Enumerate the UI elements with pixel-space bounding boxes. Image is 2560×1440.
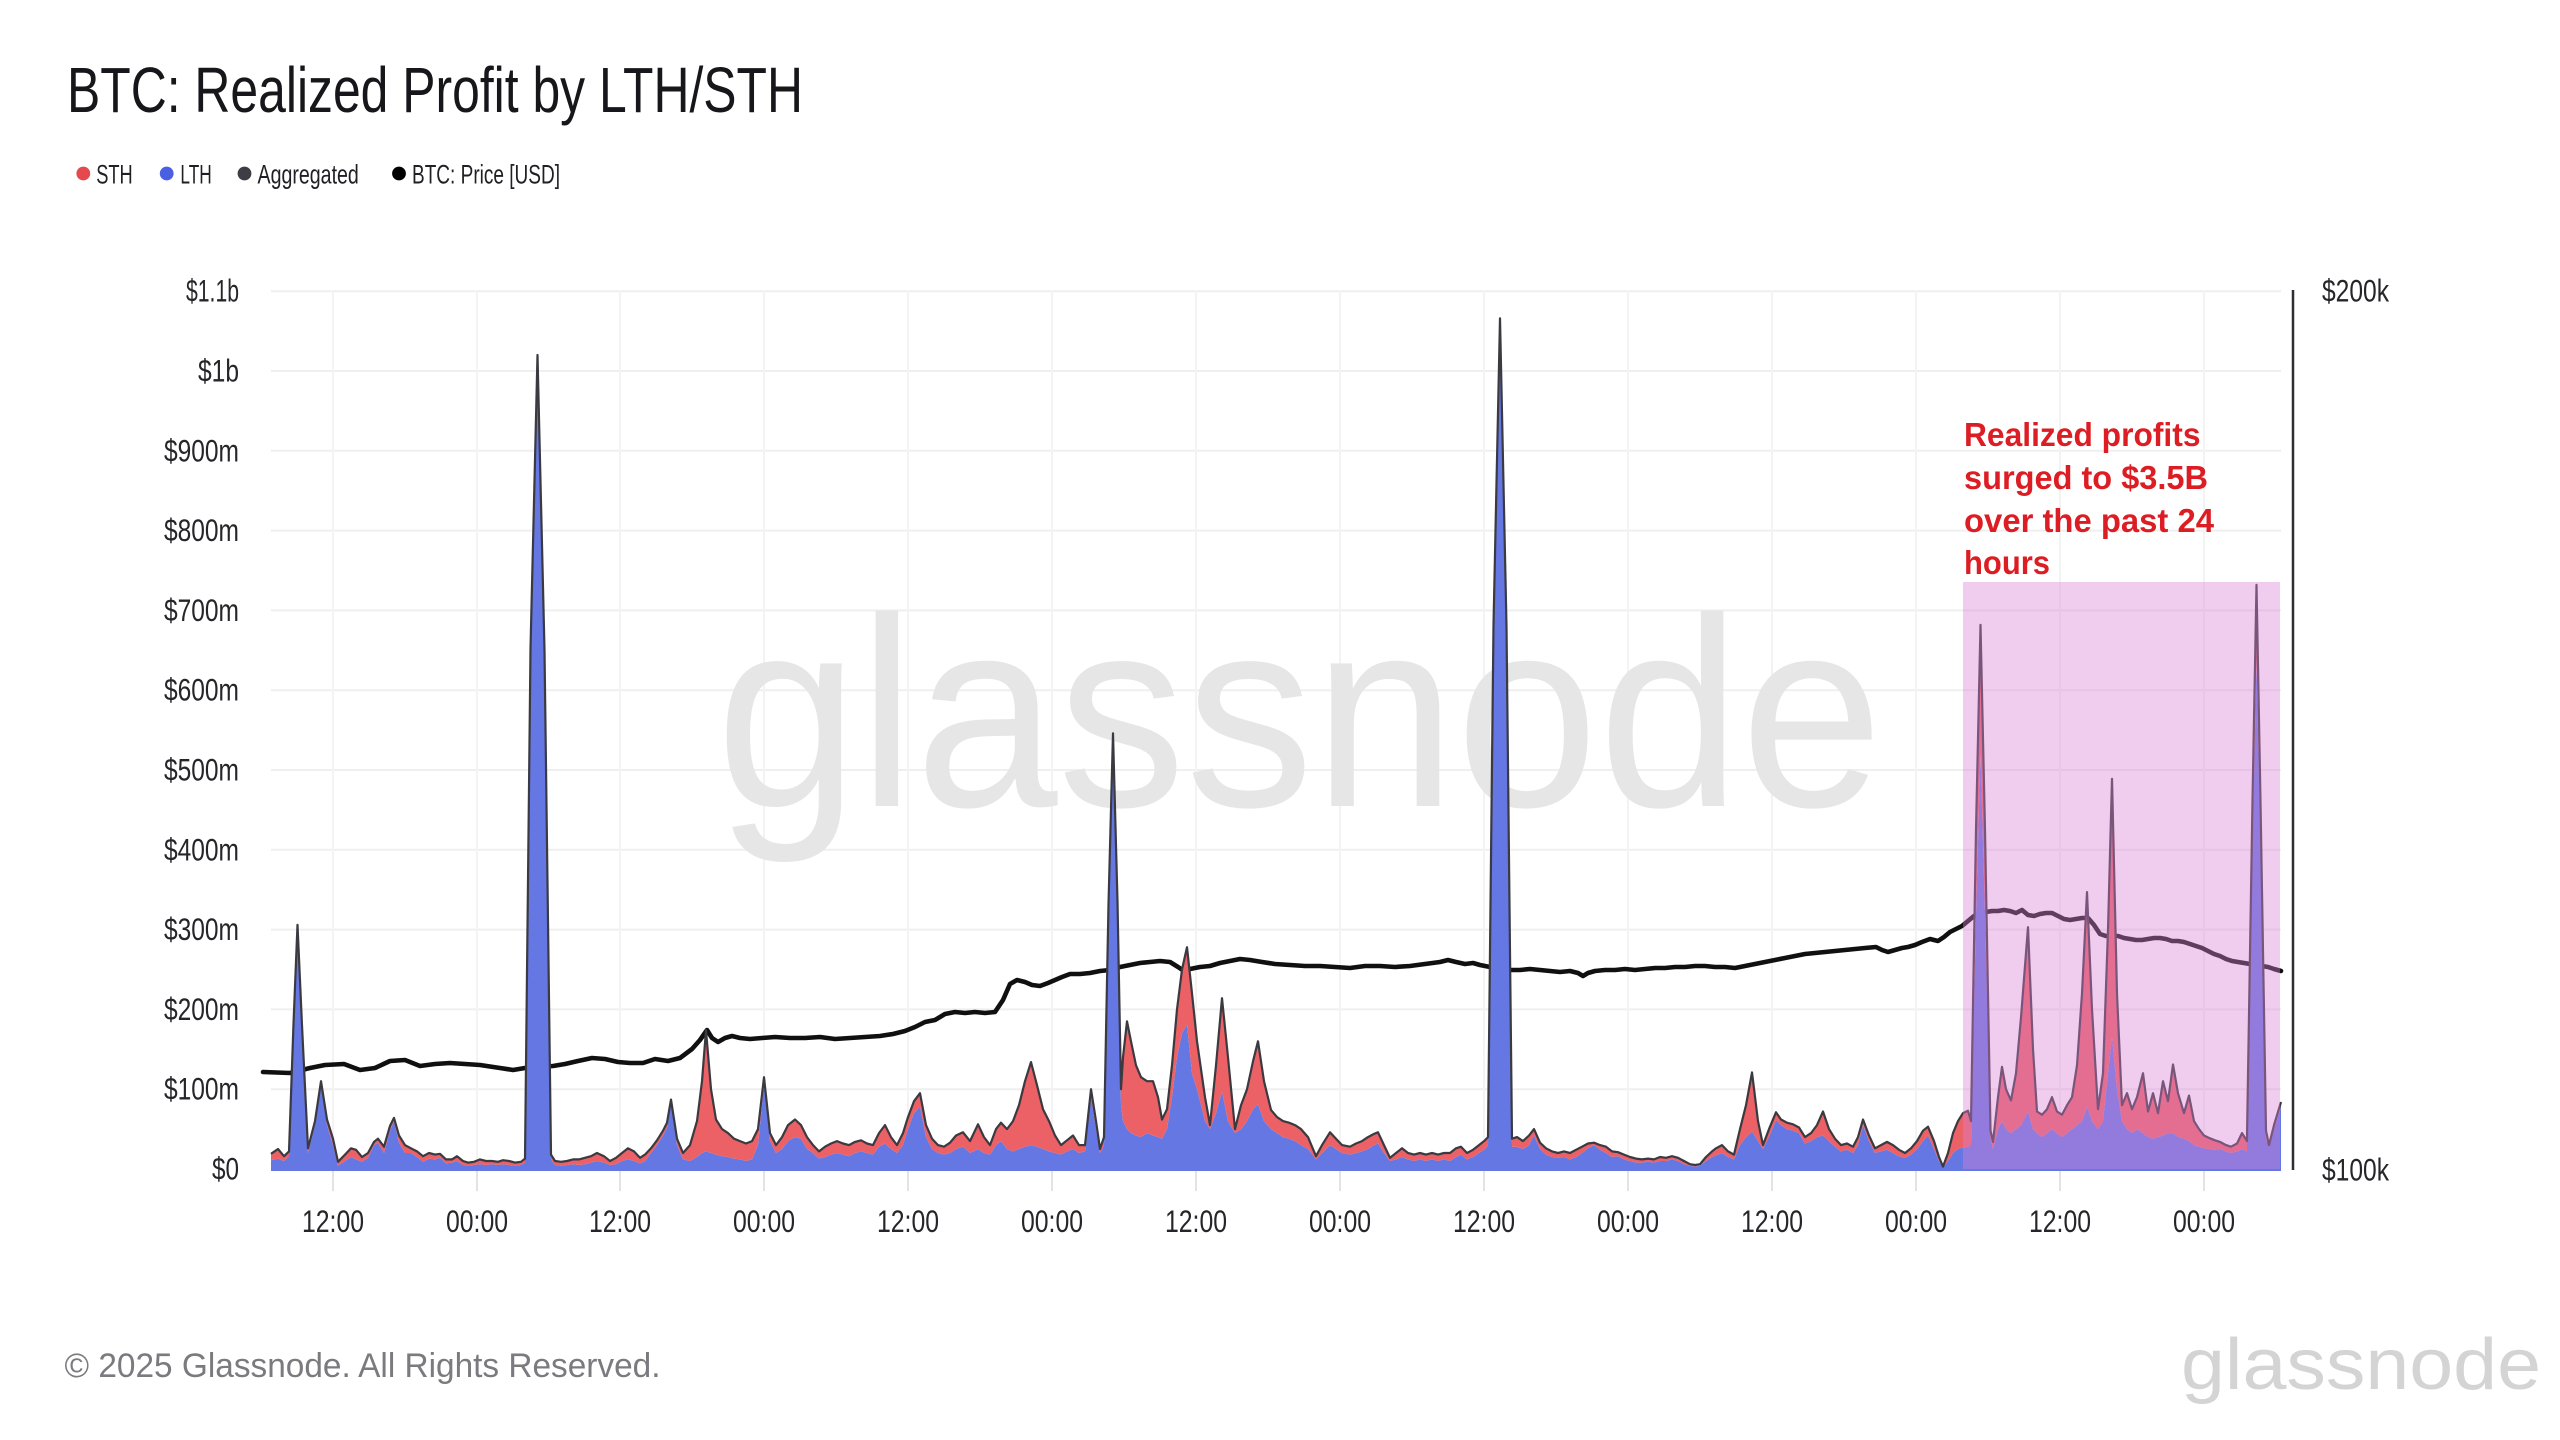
svg-text:Realized profits: Realized profits — [1964, 416, 2201, 453]
svg-text:12:00: 12:00 — [1741, 1203, 1803, 1239]
svg-text:over the past 24: over the past 24 — [1964, 502, 2215, 539]
svg-text:12:00: 12:00 — [302, 1203, 364, 1239]
svg-text:$100m: $100m — [164, 1071, 239, 1107]
svg-text:00:00: 00:00 — [1309, 1203, 1371, 1239]
svg-text:$800m: $800m — [164, 512, 239, 548]
svg-text:$0: $0 — [212, 1151, 239, 1187]
svg-text:glassnode: glassnode — [716, 563, 1883, 865]
svg-text:00:00: 00:00 — [1021, 1203, 1083, 1239]
svg-text:00:00: 00:00 — [733, 1203, 795, 1239]
svg-text:BTC: Price [USD]: BTC: Price [USD] — [412, 159, 560, 189]
svg-text:hours: hours — [1964, 544, 2050, 581]
svg-text:$700m: $700m — [164, 592, 239, 628]
svg-text:$200m: $200m — [164, 991, 239, 1027]
svg-text:$200k: $200k — [2322, 273, 2389, 309]
svg-text:BTC: Realized Profit by LTH/ST: BTC: Realized Profit by LTH/STH — [67, 54, 803, 126]
svg-text:LTH: LTH — [180, 159, 211, 189]
svg-text:$1b: $1b — [198, 353, 239, 389]
svg-text:surged to $3.5B: surged to $3.5B — [1964, 459, 2208, 496]
svg-text:$1.1b: $1.1b — [186, 273, 239, 309]
svg-text:Aggregated: Aggregated — [258, 159, 359, 189]
svg-text:$900m: $900m — [164, 432, 239, 468]
svg-text:$400m: $400m — [164, 831, 239, 867]
svg-text:$500m: $500m — [164, 752, 239, 788]
svg-text:00:00: 00:00 — [1885, 1203, 1947, 1239]
svg-text:12:00: 12:00 — [1165, 1203, 1227, 1239]
svg-text:$300m: $300m — [164, 911, 239, 947]
svg-text:00:00: 00:00 — [2173, 1203, 2235, 1239]
svg-text:12:00: 12:00 — [2029, 1203, 2091, 1239]
svg-text:12:00: 12:00 — [589, 1203, 651, 1239]
svg-text:glassnode: glassnode — [2181, 1325, 2541, 1405]
svg-text:00:00: 00:00 — [446, 1203, 508, 1239]
svg-text:12:00: 12:00 — [877, 1203, 939, 1239]
svg-text:00:00: 00:00 — [1597, 1203, 1659, 1239]
svg-text:12:00: 12:00 — [1453, 1203, 1515, 1239]
svg-text:© 2025 Glassnode. All Rights R: © 2025 Glassnode. All Rights Reserved. — [65, 1347, 661, 1385]
svg-text:STH: STH — [96, 159, 133, 189]
svg-text:$100k: $100k — [2322, 1152, 2389, 1188]
svg-text:$600m: $600m — [164, 672, 239, 708]
